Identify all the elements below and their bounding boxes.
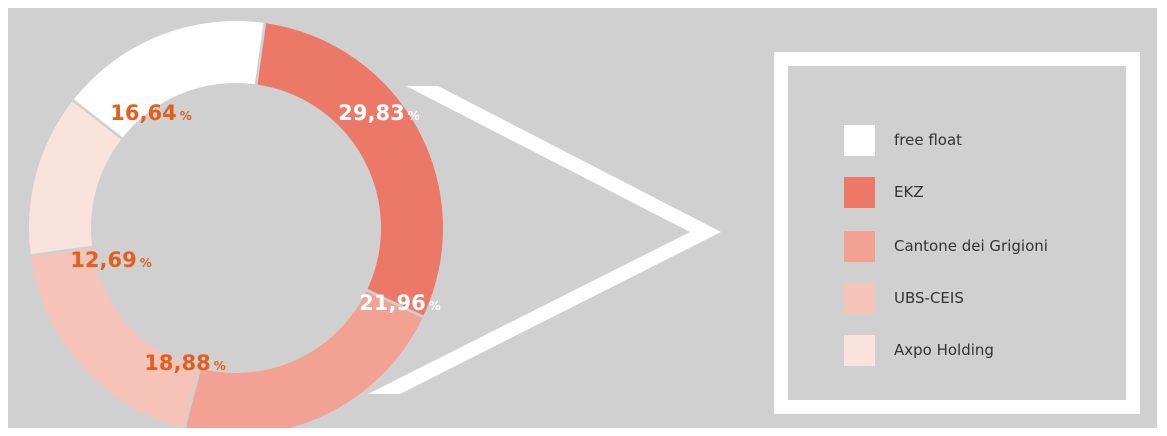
slice-value-unit: % (214, 359, 226, 373)
legend-label: EKZ (894, 183, 924, 201)
donut-slice-cantone-dei-grigioni (185, 291, 423, 428)
legend-swatch (844, 124, 875, 156)
legend-swatch (844, 176, 875, 208)
legend-item-ekz: EKZ (844, 176, 924, 208)
legend-item-free-float: free float (844, 124, 962, 156)
legend-swatch (844, 282, 875, 314)
legend-swatch (844, 334, 875, 366)
donut-slice-free-float (73, 21, 264, 138)
slice-value-number: 12,69 (70, 248, 136, 272)
legend-label: free float (894, 131, 963, 149)
slice-value-number: 18,88 (144, 351, 210, 375)
donut-value-labels: 29,83 %21,96 %18,88 %12,69 %16,64% (70, 101, 440, 375)
slice-value-label: 18,88% (144, 351, 225, 375)
donut-slices (28, 21, 443, 428)
slice-value-number: 29,83 (338, 101, 404, 125)
slice-value-number: 21,96 (359, 291, 425, 315)
slice-value-label: 12,69% (70, 248, 151, 272)
donut-chart: 29,83 %21,96 %18,88 %12,69 %16,64% (28, 21, 721, 428)
slice-value-number: 16,64 (110, 101, 176, 125)
legend-item-ubs-ceis: UBS-CEIS (844, 282, 964, 314)
donut-slice-ubs-ceis (30, 248, 199, 428)
legend-swatch (844, 230, 875, 262)
slice-value-unit: % (140, 256, 152, 270)
slice-value-label: 21,96% (359, 291, 440, 315)
legend: free float EKZ Cantone dei Grigioni UBS-… (774, 52, 1140, 414)
legend-item-cantone-dei-grigioni: Cantone dei Grigioni (844, 230, 1048, 262)
chart-panel: 29,83% 21,96% 18,88% 12,69% 16,64% free floa… (8, 8, 1157, 428)
slice-value-label: 29,83% (338, 101, 419, 125)
legend-label: Axpo Holding (894, 341, 994, 359)
donut-slice-ekz (257, 23, 443, 316)
legend-label: Cantone dei Grigioni (894, 237, 1048, 255)
slice-value-unit: % (408, 109, 420, 123)
slice-value-label: 16,64% (110, 101, 191, 125)
callout-arrow (368, 86, 721, 394)
legend-label: UBS-CEIS (894, 289, 964, 307)
legend-item-axpo-holding: Axpo Holding (844, 334, 994, 366)
slice-value-unit: % (429, 299, 441, 313)
donut-slice-axpo-holding (28, 101, 122, 254)
slice-value-unit: % (180, 109, 192, 123)
